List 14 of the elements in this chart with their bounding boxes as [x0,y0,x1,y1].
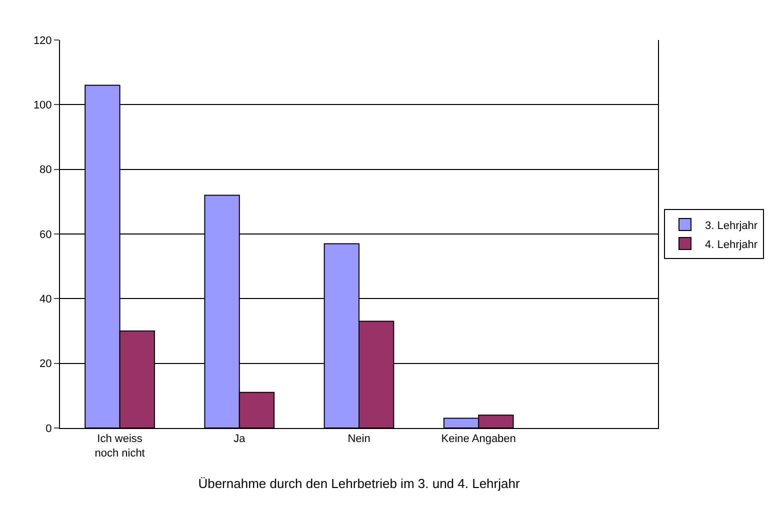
y-tick-label: 80 [40,164,52,176]
y-tick-label: 100 [33,100,52,112]
y-tick-label: 60 [40,228,52,241]
x-tick-label: Ich weiss noch nicht [94,433,145,460]
x-tick-label: Nein [348,433,370,446]
y-tick-label: 40 [40,294,52,306]
x-tick-label: Keine Angaben [441,433,516,446]
y-tick-label: 120 [33,34,52,47]
legend-label: 4. Lehrjahr [704,238,758,251]
x-tick-label: Ja [234,433,246,446]
y-tick-label: 20 [40,358,52,370]
legend-label: 3. Lehrjahr [704,220,758,232]
y-tick-label: 0 [46,422,52,435]
x-axis-title: Übernahme durch den Lehrbetrieb im 3. und 4. Lehrjahr [198,476,520,492]
